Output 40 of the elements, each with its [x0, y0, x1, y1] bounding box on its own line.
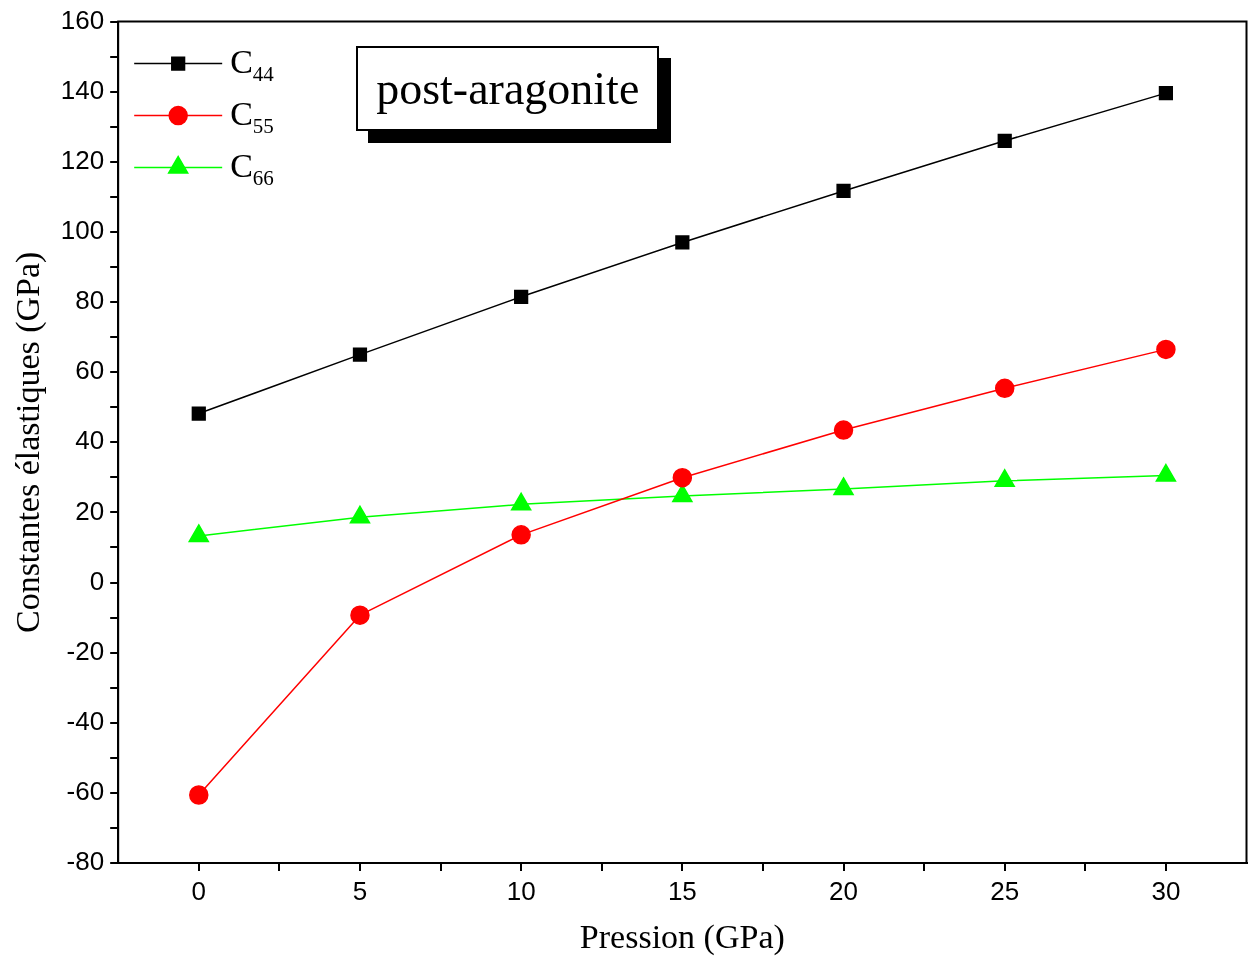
y-tick-label: 100 [60, 215, 105, 246]
point [833, 420, 854, 440]
y-tick-label: 140 [60, 74, 105, 105]
y-tick-label: 60 [75, 355, 105, 386]
y-tick-label: 160 [60, 4, 105, 35]
point [189, 785, 209, 805]
point [836, 183, 851, 199]
x-tick-label: 10 [506, 875, 536, 906]
y-tick-label: 120 [60, 145, 105, 176]
x-axis-title: Pression (GPa) [579, 917, 785, 956]
x-tick-label: 30 [1151, 875, 1181, 906]
x-tick-label: 15 [667, 875, 697, 906]
point [511, 525, 531, 545]
point [1156, 339, 1176, 360]
y-tick-label: 80 [75, 285, 105, 316]
x-tick-label: 25 [990, 875, 1020, 906]
legend-label: C$_{66}$ [230, 146, 274, 190]
y-tick-label: -60 [66, 776, 105, 807]
point [672, 467, 693, 488]
point [191, 406, 206, 421]
legend-label: C$_{44}$ [230, 42, 274, 86]
point [514, 289, 529, 304]
y-tick-label: -20 [66, 635, 105, 666]
y-axis-title: Constantes élastiques (GPa) [9, 251, 48, 634]
y-tick-label: 40 [75, 425, 105, 456]
x-tick-label: 20 [829, 875, 858, 906]
x-tick-label: 5 [352, 875, 368, 906]
point [994, 378, 1015, 399]
point [997, 133, 1012, 148]
text: post-aragonite [356, 45, 660, 131]
x-tick-label: 0 [191, 875, 207, 906]
point [675, 235, 690, 250]
y-tick-label: 0 [89, 565, 105, 596]
legend-label: C$_{55}$ [230, 94, 274, 138]
point [350, 605, 370, 625]
point [1158, 86, 1174, 101]
y-tick-label: -40 [66, 705, 105, 736]
y-tick-label: -80 [66, 846, 105, 877]
point [352, 347, 368, 362]
y-tick-label: 20 [75, 495, 105, 526]
